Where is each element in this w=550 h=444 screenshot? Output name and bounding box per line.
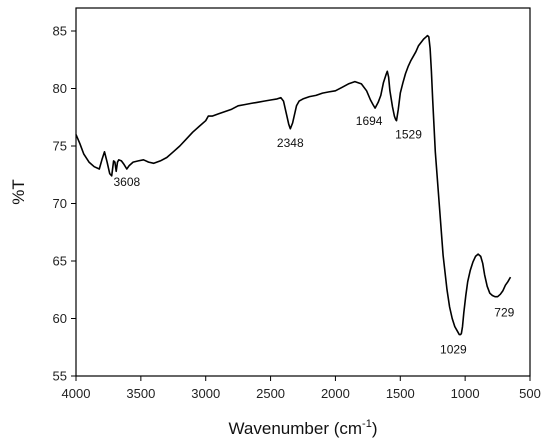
y-axis-ticks: 55 60 65 70 75 80 85 [53,24,76,384]
peak-label: 729 [494,306,514,320]
y-tick-label: 65 [53,254,67,269]
peak-label: 3608 [113,175,140,189]
y-tick-label: 75 [53,139,67,154]
x-tick-label: 1500 [386,386,415,401]
x-tick-label: 4000 [62,386,91,401]
y-tick-label: 55 [53,369,67,384]
peak-label: 2348 [277,136,304,150]
peak-label: 1529 [395,128,422,142]
plot-frame [75,7,531,377]
peak-annotations: 3608 2348 1694 1529 1029 729 [113,114,514,357]
spectrum-line [75,34,512,336]
x-tick-label: 1000 [451,386,480,401]
y-tick-label: 60 [53,311,67,326]
x-tick-label: 3500 [126,386,155,401]
y-tick-label: 70 [53,196,67,211]
x-axis-title: Wavenumber (cm-1) [229,418,378,438]
x-tick-label: 2000 [321,386,350,401]
y-tick-label: 85 [53,24,67,39]
x-tick-label: 3000 [191,386,220,401]
x-tick-label: 2500 [256,386,285,401]
y-axis-title: %T [9,179,28,205]
x-axis-ticks: 4000 3500 3000 2500 2000 1500 1000 500 [62,376,541,401]
peak-label: 1029 [440,343,467,357]
peak-label: 1694 [356,114,383,128]
y-tick-label: 80 [53,81,67,96]
x-tick-label: 500 [519,386,541,401]
